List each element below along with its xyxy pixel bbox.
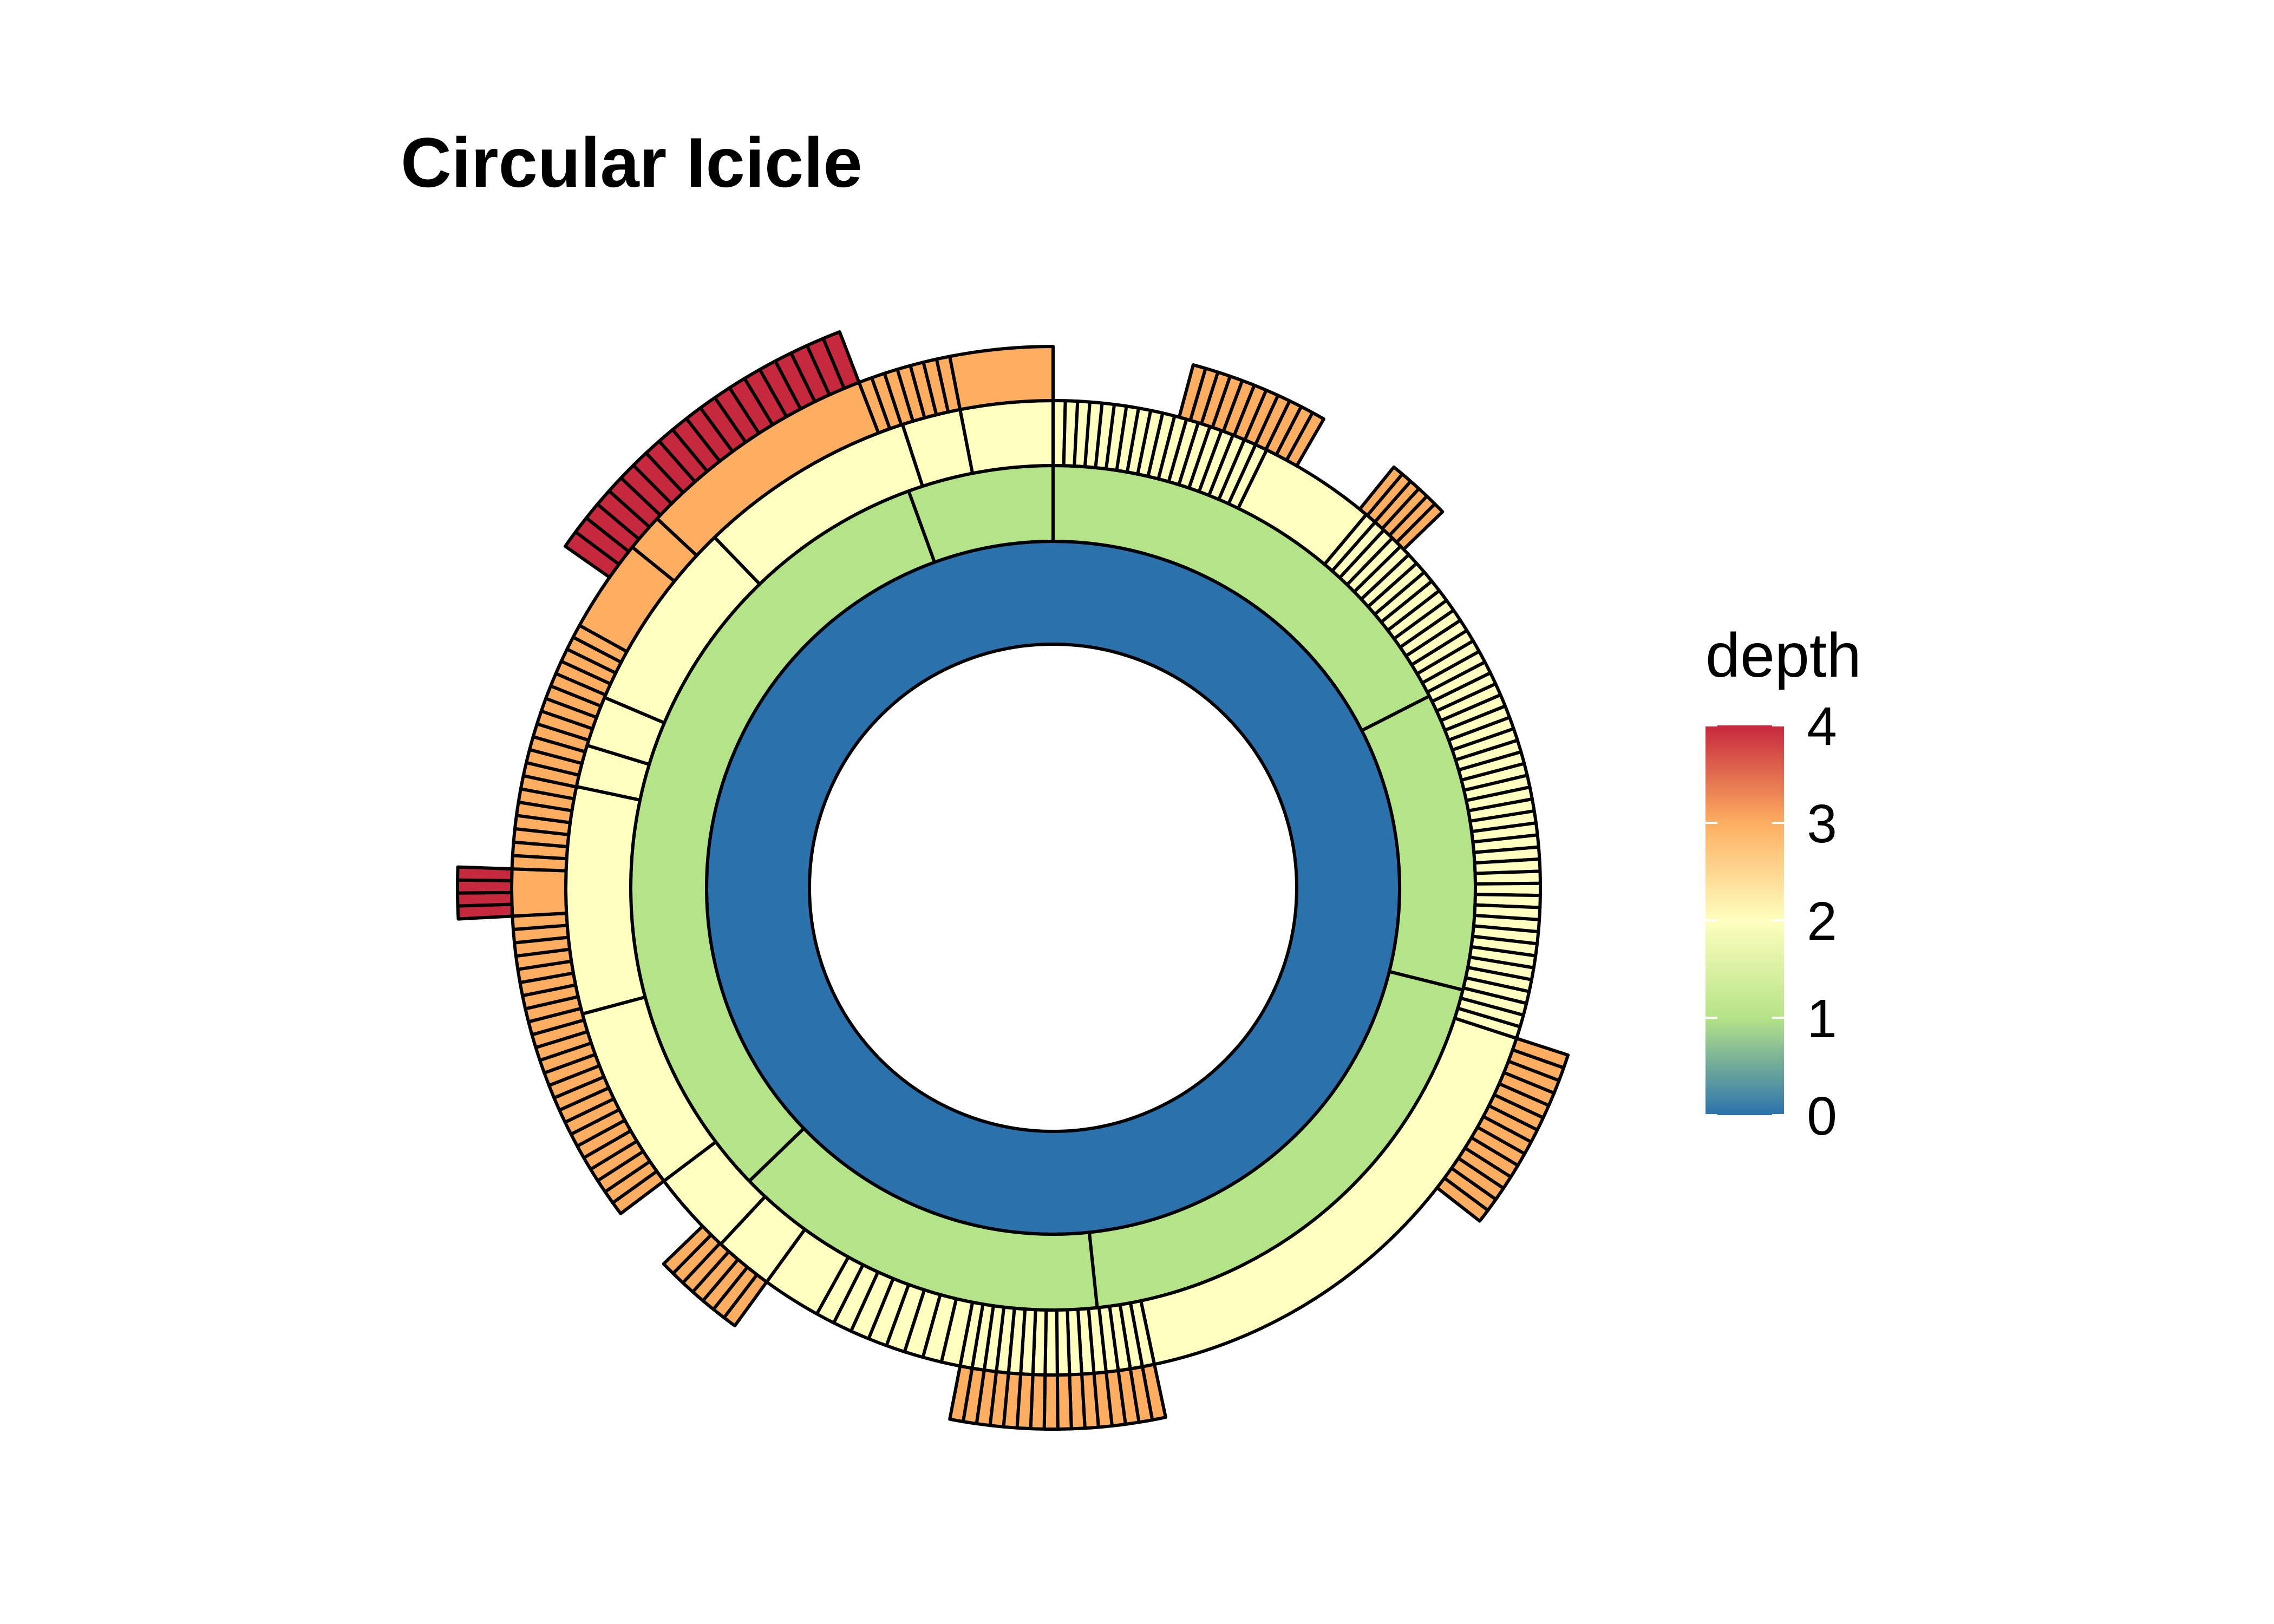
- legend-tick-label: 3: [1807, 794, 1837, 854]
- legend-title: depth: [1706, 621, 1861, 690]
- legend-colorbar: [1706, 725, 1784, 1115]
- color-legend: depth 0 1 2 3 4: [1706, 621, 1861, 1147]
- ring-segment-depth-3-0-10: [1285, 411, 1325, 468]
- ring-segment-depth-3-12: [948, 345, 1055, 411]
- legend-ticks: 0 1 2 3 4: [1706, 696, 1837, 1147]
- ring-segment-depth-3-2-13: [1435, 1176, 1490, 1223]
- ring-segment-depth-3-6: [510, 867, 568, 918]
- ring-segment-depth-3-1-5: [1395, 502, 1445, 551]
- chart-title: Circular Icicle: [401, 123, 862, 202]
- legend-tick-label: 4: [1807, 696, 1837, 757]
- ring-segment-depth-4-1-19: [821, 330, 861, 390]
- sunburst-rings: [456, 330, 1570, 1431]
- ring-segment-depth-3-3-7: [1055, 1373, 1073, 1431]
- legend-tick-label: 2: [1807, 891, 1837, 952]
- legend-tick-label: 1: [1807, 988, 1837, 1049]
- ring-segment-depth-0-0: [705, 540, 1401, 1236]
- ring-segment-depth-4-0-3: [456, 865, 514, 882]
- ring-segment-depth-3-3-15: [948, 1364, 974, 1424]
- ring-segment-depth-3-4-6: [662, 1224, 713, 1275]
- ring-segment-depth-2-17: [958, 399, 1055, 475]
- legend-tick-label: 0: [1807, 1086, 1837, 1147]
